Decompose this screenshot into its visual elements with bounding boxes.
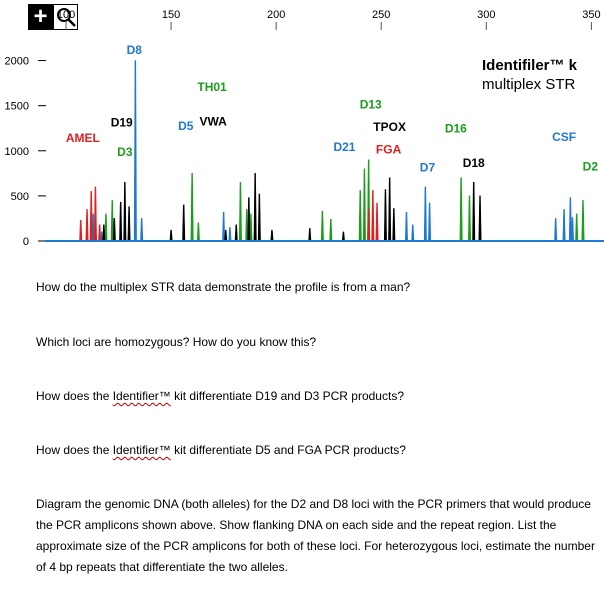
peak xyxy=(562,209,566,242)
locus-label: D16 xyxy=(445,122,467,136)
peak xyxy=(93,186,97,242)
y-tick-label: 0 xyxy=(23,236,29,248)
peak xyxy=(98,224,102,242)
peak xyxy=(247,197,251,242)
locus-label: D7 xyxy=(420,161,436,175)
peak xyxy=(238,182,242,242)
peak xyxy=(127,206,131,242)
diagram-instructions: Diagram the genomic DNA (both alleles) f… xyxy=(36,497,595,574)
peak xyxy=(224,229,228,242)
locus-label: D21 xyxy=(333,140,355,154)
peak xyxy=(320,210,324,242)
kit-name: Identifier™ xyxy=(112,443,171,457)
locus-label: TPOX xyxy=(373,120,406,134)
locus-label: AMEL xyxy=(66,131,100,145)
peak xyxy=(411,224,415,242)
peak xyxy=(459,177,463,242)
peak xyxy=(190,173,194,242)
chart-toolbar: + xyxy=(28,4,78,30)
peak xyxy=(554,218,558,242)
plus-icon[interactable]: + xyxy=(28,4,53,30)
peak xyxy=(169,229,173,242)
question-2: Which loci are homozygous? How do you kn… xyxy=(36,335,317,349)
peak xyxy=(423,186,427,242)
locus-label: VWA xyxy=(199,115,227,129)
peak xyxy=(472,182,476,242)
x-tick-label: 300 xyxy=(477,9,495,21)
peak-traces xyxy=(45,60,604,242)
peak xyxy=(182,204,186,242)
locus-label: D3 xyxy=(117,145,133,159)
peak xyxy=(119,201,123,242)
peak xyxy=(329,219,333,242)
peak xyxy=(85,209,89,242)
y-tick-label: 1000 xyxy=(5,146,29,158)
peak xyxy=(383,189,387,242)
peak xyxy=(112,218,116,242)
x-tick-label: 200 xyxy=(267,9,285,21)
locus-label: D2 xyxy=(583,160,599,174)
peak xyxy=(467,195,472,242)
locus-labels: D8 TH01 D19 D5 VWA AMEL D3 D13 TPOX D21 FGA D16 D7 D1… xyxy=(66,43,599,174)
peak xyxy=(308,228,312,242)
peak xyxy=(270,229,274,242)
y-tick-label: 1500 xyxy=(5,101,29,113)
locus-label: D8 xyxy=(127,43,143,57)
peak xyxy=(140,218,144,242)
x-axis: 100 150 200 250 300 350 xyxy=(57,9,601,30)
peak xyxy=(388,177,392,242)
peak xyxy=(253,173,257,242)
peak xyxy=(392,208,396,242)
locus-label: D19 xyxy=(111,115,133,129)
peak xyxy=(358,190,362,242)
peak xyxy=(478,195,482,242)
peak xyxy=(79,219,83,242)
magnifier-icon[interactable] xyxy=(53,4,78,30)
y-axis: 0 500 1000 1500 2000 xyxy=(5,56,46,248)
x-tick-label: 150 xyxy=(162,9,180,21)
peak xyxy=(133,60,137,242)
peak xyxy=(123,182,127,242)
locus-label: FGA xyxy=(376,142,402,156)
question-1: How do the multiplex STR data demonstrat… xyxy=(36,280,411,294)
x-tick-label: 350 xyxy=(582,9,600,21)
peak xyxy=(581,200,585,242)
locus-label: D5 xyxy=(178,119,194,133)
locus-label: CSF xyxy=(552,130,576,144)
x-tick-label: 100 xyxy=(57,9,75,21)
peak xyxy=(371,190,375,242)
peak xyxy=(575,213,579,242)
locus-label: TH01 xyxy=(197,80,227,94)
x-tick-label: 250 xyxy=(372,9,390,21)
peak xyxy=(570,217,574,242)
peak xyxy=(257,193,261,242)
kit-subtitle: multiplex STR xyxy=(482,76,576,93)
locus-label: D18 xyxy=(463,156,485,170)
peak xyxy=(404,211,408,242)
peak xyxy=(222,211,226,242)
peak xyxy=(362,168,366,242)
question-4: How does the Identifier™ kit differentia… xyxy=(36,443,406,457)
locus-label: D13 xyxy=(360,97,382,111)
peak xyxy=(341,231,345,242)
peak xyxy=(89,191,93,242)
electropherogram-chart: 100 150 200 250 300 350 0 500 1000 1500 2000 D8 TH… xyxy=(5,9,604,248)
peak xyxy=(196,222,200,242)
peak xyxy=(428,202,432,242)
peak xyxy=(375,202,379,242)
kit-name: Identifier™ xyxy=(112,389,171,403)
question-3: How does the Identifier™ kit differentia… xyxy=(36,389,404,403)
y-tick-label: 2000 xyxy=(5,56,29,68)
peak xyxy=(234,224,238,242)
peak xyxy=(228,227,232,242)
kit-title: Identifiler™ k xyxy=(482,57,578,74)
peak xyxy=(102,224,106,242)
y-tick-label: 500 xyxy=(11,191,29,203)
